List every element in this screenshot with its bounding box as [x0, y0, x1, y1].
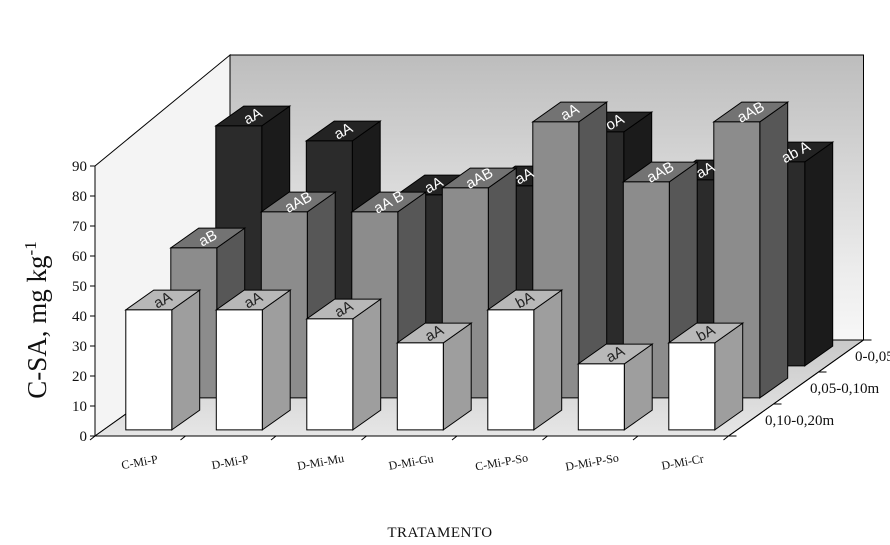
data-label: aA [603, 343, 627, 367]
bar-side [171, 289, 201, 431]
depth-axis-line [728, 339, 864, 437]
y-tick-label: 40 [72, 309, 87, 325]
x-tick-mark [542, 435, 548, 441]
depth-label: 0,05-0,10m [810, 381, 879, 397]
data-label: bA [513, 289, 537, 313]
bar [486, 289, 564, 431]
x-axis-title: TRATAMENTO [387, 525, 492, 541]
y-axis-title: C-SA, mg kg-1 [21, 241, 52, 398]
data-label: aA [422, 322, 446, 346]
data-label: aA [241, 289, 265, 313]
x-tick-mark [361, 435, 367, 441]
data-label: aA [332, 298, 356, 322]
x-tick-mark [632, 435, 639, 441]
x-tick-mark [89, 435, 96, 441]
x-tick-label: D-Mi-P [210, 452, 250, 472]
bar-side [759, 101, 789, 399]
x-tick-mark [723, 435, 729, 441]
bars [124, 101, 835, 431]
x-tick-label: D-Mi-Gu [388, 451, 435, 473]
data-label: aB [196, 227, 220, 251]
x-tick-label: D-Mi-Cr [660, 451, 704, 472]
bar-front [125, 309, 173, 431]
x-tick-mark [451, 435, 458, 441]
bar-front [668, 342, 716, 431]
x-tick-label: D-Mi-P-So [564, 450, 620, 473]
data-label: oA [603, 111, 627, 135]
x-tick-mark [270, 435, 277, 441]
bar-front [487, 309, 535, 431]
data-label: aA [241, 105, 265, 129]
bar-front [577, 363, 625, 431]
bar [124, 289, 202, 431]
x-tick-label: C-Mi-P [120, 452, 159, 472]
y-tick-label: 70 [72, 219, 87, 235]
data-label: aA [151, 289, 175, 313]
data-label: aA [422, 174, 446, 198]
bar [667, 322, 745, 431]
bar-front [396, 342, 444, 431]
y-tick-label: 30 [72, 339, 87, 355]
bar [214, 289, 292, 431]
bar-side [352, 298, 382, 431]
bar-side [804, 141, 834, 367]
y-tick-label: 60 [72, 249, 87, 265]
bar-front [215, 309, 263, 431]
depth-label: 0,10-0,20m [765, 413, 834, 429]
bar [576, 343, 654, 431]
y-tick-label: 90 [72, 159, 87, 175]
bar [712, 101, 790, 399]
x-tick-label: D-Mi-Mu [296, 451, 345, 473]
bar-front [306, 318, 354, 431]
data-label: aA [693, 159, 717, 183]
x-tick-mark [180, 435, 186, 441]
bar [305, 298, 383, 431]
y-tick-label: 50 [72, 279, 87, 295]
y-tick-label: 80 [72, 189, 87, 205]
data-label: aA [331, 120, 355, 144]
x-tick-label: C-Mi-P-So [474, 451, 529, 474]
bar-side [261, 289, 291, 431]
bar [395, 322, 473, 431]
y-tick-label: 0 [80, 429, 88, 445]
y-tick-label: 10 [72, 399, 87, 415]
depth-label: 0-0,05m [855, 349, 890, 365]
bar-side [533, 289, 563, 431]
data-label: aA [512, 165, 536, 189]
data-label: aA [558, 101, 582, 125]
y-tick-label: 20 [72, 369, 87, 385]
data-label: bA [694, 322, 718, 346]
